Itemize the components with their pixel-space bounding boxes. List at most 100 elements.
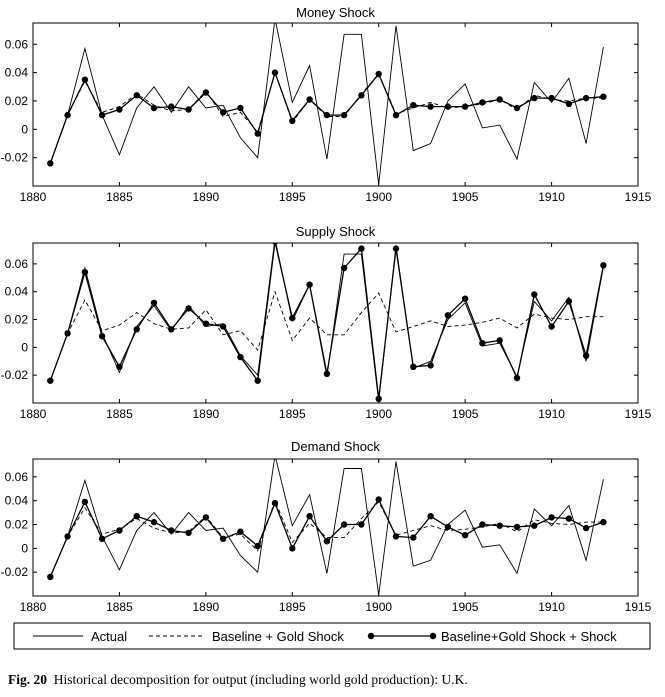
series-point xyxy=(410,363,417,370)
series-point xyxy=(306,96,313,103)
x-tick-label: 1915 xyxy=(625,190,652,204)
series-point xyxy=(444,312,452,319)
x-tick-label: 1900 xyxy=(365,190,392,204)
series-point xyxy=(444,103,452,110)
series-point xyxy=(254,542,261,550)
series-point xyxy=(600,262,607,269)
series-point xyxy=(479,521,486,528)
chart-panel-3: Demand Shock 1880 1885 1890 1895 1900 1905 1910… xyxy=(1,439,652,614)
series-point xyxy=(600,93,607,100)
series-point xyxy=(548,94,555,102)
caption-text: Historical decomposition for output (inc… xyxy=(53,672,468,687)
series-point xyxy=(565,100,573,108)
y-tick-label: 0.06 xyxy=(5,37,29,51)
series-point xyxy=(427,513,434,520)
series-point xyxy=(392,111,400,119)
series-point xyxy=(340,111,348,119)
series-point xyxy=(133,513,140,520)
series-point xyxy=(375,395,382,402)
x-tick-label: 1915 xyxy=(625,407,652,421)
plot-frame xyxy=(32,242,639,404)
series-point xyxy=(185,106,192,113)
series-point xyxy=(98,535,106,542)
series-point xyxy=(323,370,331,377)
series-line-baseline-gold xyxy=(49,71,604,164)
x-tick-label: 1880 xyxy=(20,407,47,421)
series-point xyxy=(237,104,244,112)
legend-label-1: Actual xyxy=(91,629,127,644)
y-tick-label: 0.04 xyxy=(5,494,29,508)
series-point xyxy=(81,269,89,276)
series-point xyxy=(392,533,400,540)
series-point xyxy=(358,245,365,252)
series-point xyxy=(375,70,382,78)
series-point xyxy=(47,160,54,167)
series-point xyxy=(496,337,503,344)
series-point xyxy=(168,326,175,333)
series-point xyxy=(219,323,227,330)
series-point xyxy=(116,363,123,370)
series-point xyxy=(254,377,261,384)
legend-marker xyxy=(429,632,437,640)
series-line-baseline-gold xyxy=(49,290,604,381)
x-tick-label: 1890 xyxy=(193,190,220,204)
series-point xyxy=(358,521,365,528)
series-point xyxy=(340,264,348,272)
series-point xyxy=(582,524,590,532)
series-point xyxy=(150,518,158,526)
series-line-actual xyxy=(49,23,604,185)
series-point xyxy=(392,245,400,252)
series-point xyxy=(271,69,279,76)
series-point xyxy=(531,291,538,298)
series-point xyxy=(64,111,71,119)
legend-label-3: Baseline+Gold Shock + Shock xyxy=(441,629,617,644)
x-tick-label: 1890 xyxy=(193,600,220,614)
series-point xyxy=(202,514,210,521)
legend-box xyxy=(13,622,651,650)
series-point xyxy=(444,523,452,531)
x-tick-label: 1880 xyxy=(20,600,47,614)
series-point xyxy=(358,92,365,99)
series-point xyxy=(323,538,331,545)
series-point xyxy=(410,534,417,541)
chart-title: Money Shock xyxy=(296,5,375,20)
series-point xyxy=(168,103,175,110)
series-point xyxy=(237,528,244,535)
figure-caption: Fig. 20 Historical decomposition for out… xyxy=(8,672,468,688)
y-tick-label: 0 xyxy=(21,340,28,354)
series-point xyxy=(150,299,158,306)
series-point xyxy=(513,374,521,382)
y-tick-label: 0.02 xyxy=(5,313,29,327)
caption-label: Fig. 20 xyxy=(8,672,47,687)
x-tick-label: 1905 xyxy=(452,407,479,421)
series-point xyxy=(496,522,503,529)
series-point xyxy=(185,529,192,537)
series-point xyxy=(133,92,140,99)
series-point xyxy=(582,352,590,359)
series-point xyxy=(479,340,486,347)
series-point xyxy=(116,106,123,113)
series-point xyxy=(237,353,244,361)
plot-area xyxy=(47,23,607,185)
x-tick-label: 1905 xyxy=(452,190,479,204)
series-point xyxy=(133,326,140,333)
x-tick-label: 1895 xyxy=(279,407,306,421)
series-point xyxy=(202,89,210,96)
y-tick-label: -0.02 xyxy=(1,368,29,382)
plot-frame xyxy=(32,458,639,597)
legend-marker xyxy=(367,632,375,640)
legend-label-2: Baseline + Gold Shock xyxy=(212,629,344,644)
series-point xyxy=(479,99,486,106)
series-point xyxy=(219,535,227,542)
plot-area xyxy=(47,459,607,595)
x-tick-label: 1885 xyxy=(106,407,133,421)
series-point xyxy=(461,103,469,110)
x-tick-label: 1900 xyxy=(365,407,392,421)
series-point xyxy=(202,320,210,327)
series-point xyxy=(548,323,555,330)
series-point xyxy=(306,281,313,288)
series-point xyxy=(531,522,538,529)
series-point xyxy=(513,523,521,531)
series-point xyxy=(427,362,434,369)
